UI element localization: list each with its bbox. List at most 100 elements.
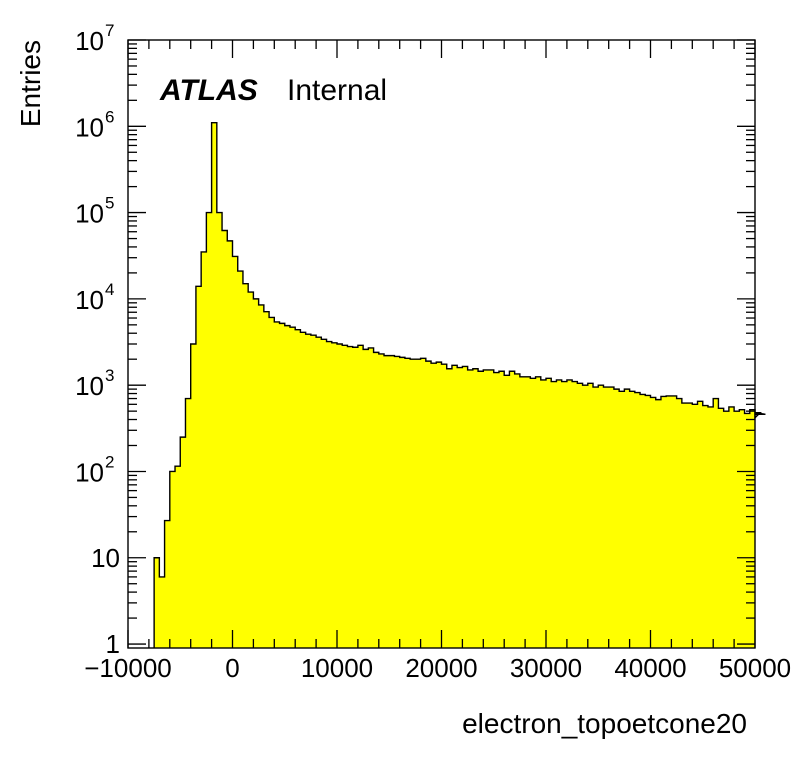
x-tick-label: 50000 bbox=[719, 653, 791, 683]
histogram-bin bbox=[253, 298, 260, 648]
histogram-bin bbox=[159, 576, 166, 648]
histogram-bin bbox=[216, 212, 223, 648]
histogram-bin bbox=[634, 392, 641, 648]
histogram-bin bbox=[572, 381, 578, 648]
histogram-bin bbox=[702, 405, 709, 648]
histogram-bin bbox=[357, 345, 364, 648]
histogram-bin bbox=[713, 398, 719, 648]
histogram-bin bbox=[263, 311, 270, 648]
histogram-outline bbox=[153, 122, 766, 648]
histogram-bin bbox=[258, 304, 265, 648]
histogram-bin bbox=[660, 396, 667, 648]
histogram-bin bbox=[676, 398, 683, 648]
histogram-bin bbox=[446, 368, 453, 648]
histogram-bin bbox=[504, 375, 510, 648]
y-tick-exponent: 4 bbox=[105, 280, 114, 299]
histogram-bin bbox=[498, 371, 505, 648]
y-tick-label: 10 bbox=[75, 26, 104, 56]
atlas-label: ATLAS bbox=[159, 74, 258, 107]
histogram-bin bbox=[389, 355, 395, 648]
histogram-bin bbox=[556, 379, 563, 648]
histogram-bin bbox=[593, 387, 599, 648]
histogram-bin bbox=[289, 327, 296, 648]
histogram-bin bbox=[718, 408, 725, 648]
histogram-bin bbox=[227, 240, 233, 648]
histogram-bin bbox=[180, 437, 186, 648]
histogram-bin bbox=[493, 372, 500, 648]
histogram-bin bbox=[582, 385, 589, 648]
histogram-bin bbox=[164, 520, 171, 648]
histogram-bin bbox=[237, 271, 244, 648]
histogram-bin bbox=[425, 361, 432, 648]
histogram-bin bbox=[629, 391, 636, 648]
histogram-bin bbox=[525, 376, 531, 648]
histogram-bin bbox=[488, 369, 495, 648]
histogram-bin bbox=[368, 347, 375, 648]
histogram-bin bbox=[274, 321, 281, 648]
histogram-bin bbox=[692, 404, 699, 648]
histogram-bin bbox=[331, 342, 338, 648]
histogram-bin bbox=[598, 385, 604, 648]
histogram-bin bbox=[410, 359, 416, 648]
histogram-bin bbox=[509, 371, 516, 648]
histogram-bin bbox=[566, 379, 573, 648]
histogram-bin bbox=[519, 376, 526, 648]
histogram-bin bbox=[295, 329, 301, 648]
histogram-bin bbox=[404, 358, 411, 648]
histogram-bin bbox=[551, 381, 557, 648]
histogram-bin bbox=[540, 379, 547, 648]
y-tick-label: 10 bbox=[75, 199, 104, 229]
histogram-bin bbox=[467, 369, 474, 648]
histogram-bin bbox=[269, 317, 275, 648]
histogram-bin bbox=[420, 358, 427, 648]
histogram-bin bbox=[436, 362, 442, 648]
histogram-bin bbox=[185, 398, 192, 648]
histogram-bin bbox=[394, 356, 401, 648]
histogram-bin bbox=[222, 230, 228, 648]
histogram-bin bbox=[535, 376, 542, 648]
histogram-bin bbox=[472, 368, 479, 648]
histogram-bin bbox=[561, 381, 568, 648]
histogram-bin bbox=[546, 378, 552, 648]
histogram-bin bbox=[697, 401, 704, 648]
y-tick-label: 10 bbox=[75, 285, 104, 315]
x-tick-label: 30000 bbox=[510, 653, 582, 683]
y-tick-label: 1 bbox=[106, 629, 120, 659]
histogram-bin bbox=[431, 363, 437, 648]
y-tick-exponent: 6 bbox=[105, 107, 114, 126]
histogram-bin bbox=[666, 395, 672, 648]
histogram-bin bbox=[284, 325, 291, 648]
histogram-bin bbox=[342, 345, 348, 648]
histogram-bin bbox=[613, 389, 620, 648]
y-tick-exponent: 2 bbox=[105, 452, 114, 471]
histogram-bin bbox=[723, 411, 730, 648]
histogram-bin bbox=[478, 371, 484, 648]
histogram-bin bbox=[483, 369, 490, 648]
histogram-bin bbox=[587, 383, 594, 648]
histogram-bin bbox=[640, 394, 646, 648]
histogram-bin bbox=[734, 411, 740, 648]
histogram-bin bbox=[619, 391, 625, 648]
histogram-bin bbox=[352, 347, 359, 648]
histogram-bin bbox=[530, 378, 537, 648]
histogram-bin bbox=[749, 409, 756, 648]
axis-ticks bbox=[127, 39, 756, 648]
y-tick-label: 10 bbox=[75, 112, 104, 142]
histogram-bin bbox=[739, 409, 746, 648]
histogram-bin bbox=[728, 406, 735, 648]
internal-label: Internal bbox=[287, 74, 387, 107]
histogram-bin bbox=[441, 364, 448, 648]
histogram-bin bbox=[206, 212, 213, 648]
y-tick-exponent: 7 bbox=[105, 21, 114, 40]
histogram-bin bbox=[514, 373, 521, 648]
histogram-bin bbox=[744, 413, 751, 648]
histogram-bin bbox=[347, 346, 354, 648]
y-tick-exponent: 5 bbox=[105, 194, 114, 213]
histogram-bin bbox=[451, 365, 458, 648]
y-tick-exponent: 3 bbox=[105, 366, 114, 385]
x-tick-label: 0 bbox=[225, 653, 239, 683]
x-tick-label: 40000 bbox=[614, 653, 686, 683]
histogram-bin bbox=[321, 339, 328, 648]
